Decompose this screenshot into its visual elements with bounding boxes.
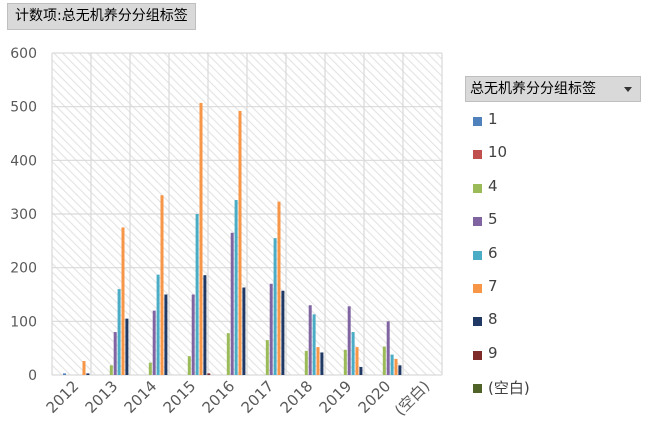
legend-swatch <box>473 317 482 327</box>
legend-item: 7 <box>473 275 643 308</box>
bar <box>160 195 164 375</box>
x-axis-ticks: 2012 2013 2014 2015 2016 2017 2018 2019 2020(空白) <box>43 377 434 419</box>
legend-label: 7 <box>488 276 498 295</box>
bar <box>242 287 246 375</box>
gridlines <box>51 52 443 376</box>
bar <box>343 349 347 375</box>
legend-swatch <box>473 117 482 126</box>
bar <box>355 347 359 375</box>
legend-item: 9 <box>473 342 643 375</box>
bar <box>109 365 113 375</box>
legend-item: (空白) <box>473 375 643 408</box>
y-tick-label: 200 <box>10 261 37 277</box>
y-tick-label: 500 <box>10 100 37 116</box>
bar <box>226 333 230 375</box>
bar <box>125 318 129 375</box>
bar <box>148 362 152 375</box>
legend-swatch <box>473 217 482 227</box>
bar <box>265 340 269 375</box>
x-tick-label: 2020 <box>355 377 395 417</box>
y-tick-label: 0 <box>28 368 37 384</box>
x-tick-label: 2019 <box>316 377 356 417</box>
bar <box>63 373 66 375</box>
legend-item: 10 <box>473 141 643 174</box>
x-tick-label: 2015 <box>160 377 200 417</box>
legend-label: 9 <box>488 343 498 362</box>
bar <box>164 294 168 375</box>
bar <box>113 332 117 375</box>
y-tick-label: 400 <box>10 153 37 169</box>
legend-swatch <box>473 250 482 260</box>
bar <box>390 354 394 375</box>
bar <box>121 227 125 375</box>
x-tick-label: 2017 <box>238 377 278 417</box>
bar-chart: 0 100 200 300 400 500 600 2012 2013 2014 2015 2016… <box>10 46 443 419</box>
bar <box>152 310 156 375</box>
bar <box>281 290 285 375</box>
bar <box>394 358 398 375</box>
bar <box>320 352 324 375</box>
bar <box>191 294 195 375</box>
bar <box>351 332 355 375</box>
bar <box>82 361 86 375</box>
legend: 1 10 4 5 6 7 8 9 (空白) <box>473 108 643 409</box>
legend-item: 6 <box>473 242 643 275</box>
bar <box>359 366 363 375</box>
bar <box>382 346 386 375</box>
legend-item: 8 <box>473 308 643 341</box>
x-tick-label: 2018 <box>277 377 317 417</box>
legend-filter-button[interactable]: 总无机养分分组标签 <box>465 76 641 102</box>
bar <box>308 305 312 375</box>
legend-label: 4 <box>488 176 498 195</box>
bar <box>347 306 351 375</box>
bar <box>316 347 320 375</box>
bar <box>117 289 121 375</box>
legend-swatch <box>473 384 482 394</box>
bar <box>199 102 203 375</box>
bar <box>269 283 273 375</box>
y-axis-ticks: 0 100 200 300 400 500 600 <box>10 46 37 384</box>
bar <box>238 110 242 376</box>
bar <box>207 373 211 375</box>
legend-filter-label: 总无机养分分组标签 <box>470 81 596 97</box>
bar <box>203 275 207 375</box>
legend-item: 1 <box>473 108 643 141</box>
value-field-button[interactable]: 计数项:总无机养分分组标签 <box>7 3 196 30</box>
bar <box>273 238 277 375</box>
legend-label: 5 <box>488 210 498 229</box>
legend-item: 4 <box>473 175 643 208</box>
x-tick-label: 2016 <box>199 377 239 417</box>
legend-label: 6 <box>488 243 498 262</box>
bar <box>386 321 390 375</box>
legend-swatch <box>473 183 482 193</box>
bars <box>63 102 402 376</box>
x-tick-label: 2012 <box>43 377 83 417</box>
legend-label: (空白) <box>488 379 530 398</box>
bar <box>398 365 402 375</box>
legend-label: 1 <box>488 110 498 128</box>
bar <box>304 350 308 375</box>
x-tick-label: (空白) <box>391 377 433 419</box>
bar <box>187 356 191 375</box>
bar <box>230 232 234 375</box>
bar <box>156 274 160 375</box>
y-tick-label: 300 <box>10 207 37 223</box>
legend-label: 10 <box>488 143 508 162</box>
legend-swatch <box>473 350 482 360</box>
legend-swatch <box>473 150 482 160</box>
dropdown-arrow-icon[interactable] <box>624 87 632 92</box>
x-tick-label: 2014 <box>121 377 161 417</box>
x-tick-label: 2013 <box>82 377 122 417</box>
bar <box>312 314 316 375</box>
y-tick-label: 600 <box>10 46 37 62</box>
legend-label: 8 <box>488 310 498 329</box>
bar <box>277 201 281 375</box>
bar <box>234 200 238 375</box>
bar <box>86 373 90 375</box>
legend-item: 5 <box>473 208 643 241</box>
legend-swatch <box>473 283 482 293</box>
bar <box>195 214 199 375</box>
y-tick-label: 100 <box>10 314 37 330</box>
